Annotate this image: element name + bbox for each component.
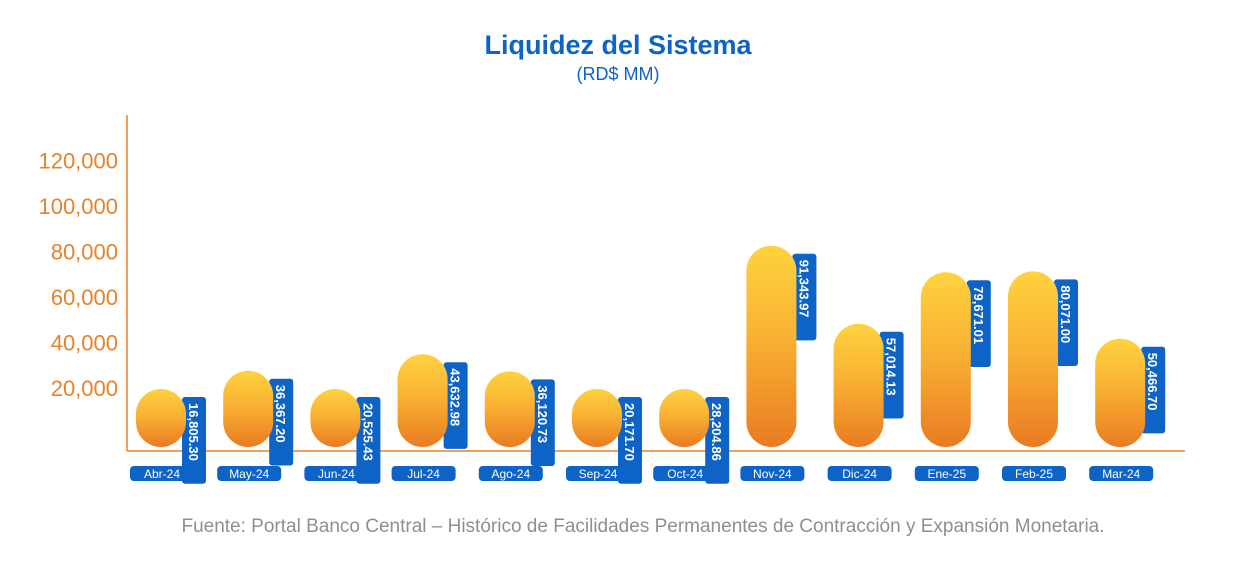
- x-tick-label: Oct-24: [667, 467, 703, 481]
- value-label-box: [182, 397, 206, 484]
- bar: [920, 272, 971, 447]
- bar: [1008, 271, 1058, 447]
- chart-canvas: 20,000 40,000 60,000 80,000 100,000 120,000 16…: [38, 115, 1185, 484]
- value-label: 20,525.43: [360, 403, 375, 461]
- category-pill: [130, 466, 194, 481]
- bar: [746, 245, 797, 447]
- bar: [484, 371, 535, 447]
- x-tick-label: May-24: [229, 467, 269, 481]
- bar: [572, 389, 622, 447]
- x-tick-label: Ene-25: [927, 467, 966, 481]
- x-tick-label: Dic-24: [842, 467, 877, 481]
- source-note: Fuente: Portal Banco Central – Histórico…: [181, 516, 1105, 537]
- category-pill: [478, 466, 543, 481]
- value-label-box: [530, 379, 555, 467]
- value-label: 28,204.86: [709, 403, 724, 461]
- value-label: 36,367.20: [273, 385, 288, 443]
- y-tick-label: 100,000: [38, 194, 118, 219]
- bar: [136, 389, 186, 447]
- x-tick-label: Mar-24: [1102, 467, 1140, 481]
- value-label: 80,071.00: [1058, 285, 1073, 343]
- value-label-box: [443, 362, 468, 449]
- value-label: 57,014.13: [884, 338, 899, 396]
- x-tick-label: Jul-24: [407, 467, 440, 481]
- value-label: 79,671.01: [971, 286, 986, 344]
- value-label: 50,466.70: [1145, 353, 1160, 411]
- y-tick-label: 80,000: [51, 240, 118, 265]
- chart-title: Liquidez del Sistema: [484, 30, 752, 60]
- chart-subtitle: (RD$ MM): [576, 64, 660, 84]
- value-label-box: [792, 253, 817, 341]
- value-label-box: [618, 397, 642, 484]
- category-pill: [217, 466, 282, 481]
- x-tick-label: Sep-24: [579, 467, 618, 481]
- value-label: 20,171.70: [622, 403, 637, 461]
- value-label-box: [966, 280, 991, 367]
- x-tick-label: Ago-24: [491, 467, 530, 481]
- bar: [310, 389, 361, 447]
- bar: [223, 370, 274, 447]
- value-label: 91,343.97: [796, 260, 811, 318]
- value-label-box: [1054, 279, 1078, 367]
- category-pill: [653, 466, 718, 481]
- value-label: 16,805.30: [186, 403, 201, 461]
- value-label-box: [356, 397, 381, 484]
- value-label: 36,120.73: [535, 385, 550, 443]
- bar: [833, 323, 884, 447]
- category-pill: [1089, 466, 1154, 481]
- bar: [1095, 338, 1146, 447]
- y-tick-label: 40,000: [51, 331, 118, 356]
- value-label-box: [705, 397, 730, 484]
- x-tick-label: Abr-24: [144, 467, 180, 481]
- category-pill: [391, 466, 456, 481]
- category-pill: [914, 466, 979, 481]
- category-pill: [1002, 466, 1066, 481]
- value-label-box: [879, 331, 904, 419]
- x-tick-label: Feb-25: [1015, 467, 1053, 481]
- value-label: 43,632.98: [448, 368, 463, 426]
- category-pill: [740, 466, 805, 481]
- x-tick-label: Nov-24: [753, 467, 792, 481]
- bar: [397, 354, 448, 447]
- y-tick-label: 60,000: [51, 285, 118, 310]
- category-pill: [566, 466, 630, 481]
- y-tick-label: 20,000: [51, 376, 118, 401]
- x-tick-label: Jun-24: [318, 467, 355, 481]
- value-label-box: [1141, 346, 1166, 434]
- category-pill: [304, 466, 369, 481]
- y-tick-label: 120,000: [38, 149, 118, 174]
- category-pill: [827, 466, 892, 481]
- bar: [659, 389, 710, 447]
- value-label-box: [269, 378, 294, 466]
